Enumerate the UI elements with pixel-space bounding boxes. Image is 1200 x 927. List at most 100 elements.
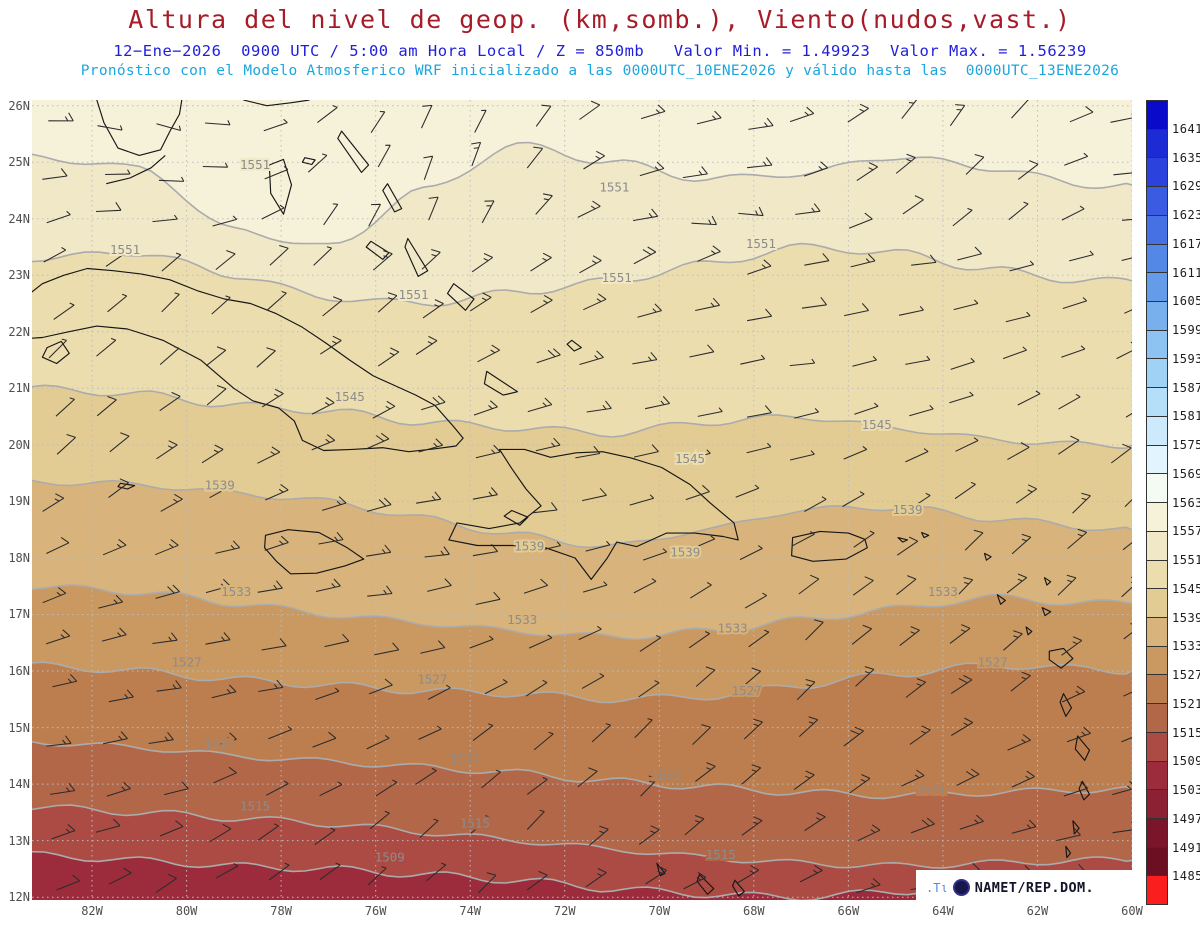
colorbar-label-1599: 1599	[1172, 323, 1200, 337]
wind-barb	[265, 483, 289, 501]
wind-barb	[377, 292, 398, 313]
wind-barb	[898, 306, 924, 316]
colorbar-cell-18	[1147, 617, 1167, 647]
wind-barb	[474, 109, 487, 133]
wind-barb	[799, 864, 823, 883]
wind-barb	[950, 357, 975, 370]
wind-barb	[582, 581, 608, 593]
wind-barb	[366, 544, 392, 557]
wind-barb	[525, 679, 548, 697]
wind-barb	[156, 680, 182, 692]
wind-barb	[209, 480, 232, 499]
wind-barb	[415, 335, 438, 355]
wind-barb	[1116, 341, 1132, 360]
wind-barb	[472, 543, 499, 557]
wind-barb	[949, 624, 971, 644]
wind-barb	[1002, 346, 1027, 360]
contour-line-1539	[32, 479, 1132, 549]
colorbar-cell-5	[1147, 244, 1167, 274]
wind-barb	[684, 815, 705, 836]
wind-barb	[205, 346, 227, 367]
wind-barb	[899, 626, 920, 647]
wind-barb	[1112, 821, 1132, 834]
wind-barb	[843, 445, 868, 460]
wind-barb	[526, 777, 548, 795]
contour-label-1539: 1539	[892, 502, 922, 517]
wind-barb	[690, 582, 712, 599]
contour-label-1551: 1551	[240, 157, 270, 172]
wind-barb	[205, 120, 231, 126]
wind-barb	[801, 296, 828, 309]
coastlines-layer	[32, 100, 1091, 900]
lon-label-74W: 74W	[459, 904, 482, 918]
wind-barb	[422, 299, 444, 319]
wind-barb	[421, 104, 433, 129]
coastline-virgin-2	[921, 531, 930, 539]
wind-barb	[484, 679, 508, 695]
wind-barb	[583, 293, 607, 311]
wind-barb	[1015, 484, 1038, 504]
wind-barb	[155, 539, 179, 556]
wind-barb	[1011, 533, 1032, 555]
coastline-exuma	[365, 240, 390, 260]
wind-barb	[101, 627, 127, 642]
wind-barb	[1007, 442, 1030, 461]
colorbar-label-1581: 1581	[1172, 409, 1200, 424]
colorbar-label-1491: 1491	[1172, 840, 1200, 855]
wind-barb	[427, 578, 452, 592]
contour-line-1557	[32, 141, 1132, 245]
wind-barb	[477, 872, 497, 894]
wind-barb	[743, 718, 763, 740]
wind-barb	[789, 450, 815, 461]
wind-barb	[161, 252, 182, 272]
colorbar-cell-7	[1147, 302, 1167, 331]
wind-barb	[533, 731, 554, 751]
wind-barb	[952, 207, 973, 227]
wind-barb	[155, 873, 177, 893]
wind-barb	[322, 296, 343, 317]
lon-label-62W: 62W	[1026, 904, 1049, 918]
wind-barb	[949, 104, 966, 127]
wind-barb	[581, 487, 607, 502]
wind-barb	[56, 874, 81, 891]
coastline-long-island	[404, 237, 429, 277]
wind-barb	[206, 385, 227, 406]
colorbar-label-1503: 1503	[1172, 783, 1200, 797]
coastline-guadeloupe	[1048, 647, 1074, 669]
wind-barb	[695, 762, 716, 782]
lat-label-24N: 24N	[8, 211, 30, 226]
contour-label-1533: 1533	[718, 621, 748, 636]
colorbar-cell-4	[1147, 215, 1167, 245]
wind-barb	[46, 210, 71, 224]
coastline-barbuda	[1043, 577, 1052, 586]
coastline-cat-island	[382, 183, 403, 213]
wind-barb	[954, 481, 976, 500]
wind-barb	[577, 767, 598, 788]
wind-barb	[320, 335, 342, 355]
map-area: 1551 1551 1551 1551 1551 1551 1545 1545 1545 1539…	[32, 100, 1132, 900]
wind-barb	[748, 629, 770, 648]
wind-barb	[793, 770, 815, 791]
colorbar-cell-15	[1147, 531, 1167, 561]
wind-barb	[905, 448, 929, 463]
coastline-dominica	[1059, 693, 1073, 717]
wind-barb	[257, 580, 283, 593]
wind-barb	[367, 585, 393, 597]
wind-barb	[159, 391, 181, 412]
coastline-martinique	[1074, 735, 1091, 761]
wind-barb	[108, 867, 132, 885]
contour-label-1533: 1533	[928, 584, 958, 599]
wind-barb	[575, 445, 601, 459]
contour-label-1509: 1509	[375, 850, 405, 865]
lat-label-13N: 13N	[8, 833, 30, 848]
contour-label-1545: 1545	[335, 389, 365, 404]
wind-barb	[909, 405, 934, 417]
lat-label-16N: 16N	[8, 664, 30, 679]
wind-barb	[470, 815, 491, 834]
wind-barb	[156, 440, 178, 460]
wind-barb	[315, 578, 341, 593]
wind-barb	[857, 824, 881, 842]
onamet-logo-icon	[952, 879, 970, 896]
wind-barb	[1056, 827, 1081, 842]
